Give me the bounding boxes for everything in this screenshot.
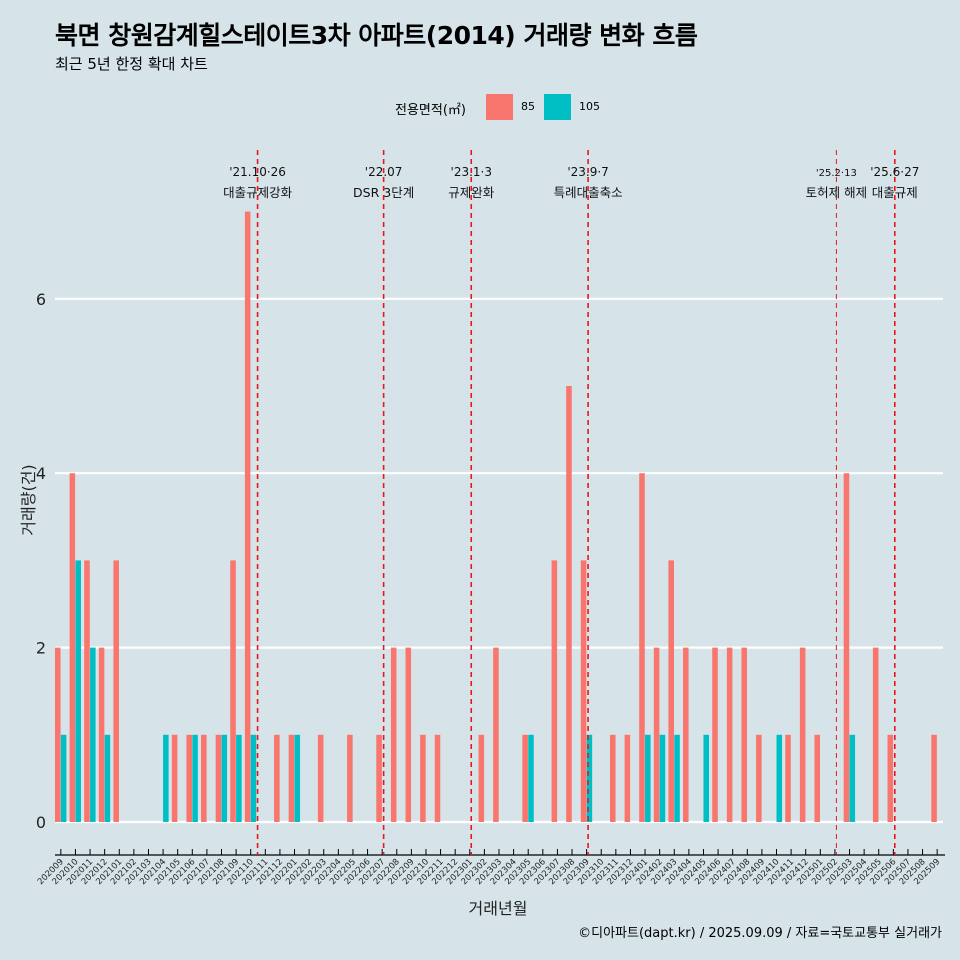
bar-85-202201 (288, 734, 295, 822)
legend: 전용면적(㎡) 85 105 (0, 92, 960, 122)
bar-85-202311 (610, 734, 616, 822)
bar-85-202305 (522, 734, 528, 822)
chart-subtitle: 최근 5년 한정 확대 차트 (55, 55, 208, 73)
bar-105-202011 (90, 647, 96, 822)
event-date: '25.6·27 (870, 165, 919, 179)
bar-105-202305 (528, 734, 534, 822)
bar-85-202308 (566, 386, 572, 822)
bar-85-202409 (756, 734, 762, 822)
bar-105-202108 (221, 734, 228, 822)
bar-85-202101 (113, 560, 119, 822)
bar-85-202402 (653, 647, 660, 822)
bar-85-202109 (230, 560, 236, 822)
bar-85-202503 (843, 473, 850, 822)
bar-105-202401 (645, 734, 651, 822)
event-label: 대출규제강화 (223, 185, 293, 200)
event-label: 규제완화 (448, 185, 495, 200)
bar-85-202403 (668, 560, 674, 822)
bar-85-202505 (872, 647, 879, 822)
source-caption: ©디아파트(dapt.kr) / 2025.09.09 / 자료=국토교통부 실… (578, 926, 942, 941)
y-axis-title: 거래량(건) (19, 464, 38, 535)
bar-105-202410 (776, 734, 783, 822)
event-label: 대출규제 (872, 185, 918, 200)
bar-105-202309 (586, 734, 593, 822)
bar-105-202104 (163, 734, 169, 822)
bar-85-202208 (390, 647, 397, 822)
bar-85-202411 (785, 734, 791, 822)
bar-85-202011 (84, 560, 90, 822)
bar-85-202207 (376, 734, 382, 822)
bar-85-202302 (478, 734, 485, 822)
y-tick-label: 0 (36, 813, 46, 832)
event-date: '25.2·13 (816, 168, 857, 179)
event-date: '22.07 (365, 165, 403, 179)
bar-85-202407 (726, 647, 733, 822)
bar-105-202402 (659, 734, 666, 822)
event-label: 특례대출축소 (554, 185, 623, 200)
y-tick-label: 6 (36, 290, 46, 309)
legend-label-85: 85 (521, 100, 535, 113)
y-tick-label: 2 (36, 639, 46, 658)
legend-title: 전용면적(㎡) (395, 103, 466, 118)
legend-swatch-105 (544, 94, 571, 120)
bar-85-202203 (317, 734, 324, 822)
bar-105-202012 (104, 734, 111, 822)
bar-85-202107 (201, 734, 207, 822)
chart-title: 북면 창원감계힐스테이트3차 아파트(2014) 거래량 변화 흐름 (55, 21, 698, 50)
bar-85-202312 (624, 734, 631, 822)
y-tick-label: 4 (36, 464, 46, 483)
bar-85-202412 (799, 647, 806, 822)
event-date: '21.10·26 (229, 165, 286, 179)
bar-105-202405 (703, 734, 710, 822)
event-label: 토허제 해제 (806, 185, 867, 200)
bar-105-202110 (250, 734, 257, 822)
bar-105-202503 (849, 734, 856, 822)
bar-85-202112 (274, 734, 280, 822)
legend-swatch-85 (486, 94, 513, 120)
event-date: '23.9·7 (567, 165, 608, 179)
bar-85-202406 (712, 647, 718, 822)
bar-85-202209 (405, 647, 412, 822)
event-date: '23.1·3 (451, 165, 492, 179)
bar-85-202506 (887, 734, 894, 822)
bar-85-202401 (639, 473, 645, 822)
bar-85-202211 (434, 734, 441, 822)
bar-85-202110 (244, 211, 251, 823)
bar-85-202106 (186, 734, 192, 822)
bar-105-202010 (75, 560, 81, 822)
bar-105-202403 (674, 734, 680, 822)
bar-105-202009 (60, 734, 67, 822)
bar-85-202205 (347, 734, 353, 822)
bar-85-202404 (683, 647, 689, 822)
bar-85-202105 (171, 734, 178, 822)
bar-85-202012 (98, 647, 105, 822)
x-axis-title: 거래년월 (469, 899, 528, 918)
bar-85-202009 (55, 647, 61, 822)
bar-85-202309 (580, 560, 587, 822)
bar-85-202210 (420, 734, 426, 822)
legend-label-105: 105 (579, 100, 600, 113)
bar-85-202010 (69, 473, 76, 822)
bar-85-202509 (931, 734, 937, 822)
event-label: DSR 3단계 (353, 185, 414, 200)
bar-105-202201 (294, 734, 301, 822)
bar-105-202106 (192, 734, 198, 822)
bar-105-202109 (236, 734, 242, 822)
bar-85-202307 (551, 560, 558, 822)
bar-85-202408 (741, 647, 747, 822)
bar-85-202108 (215, 734, 222, 822)
bar-85-202501 (814, 734, 821, 822)
bar-85-202303 (493, 647, 499, 822)
